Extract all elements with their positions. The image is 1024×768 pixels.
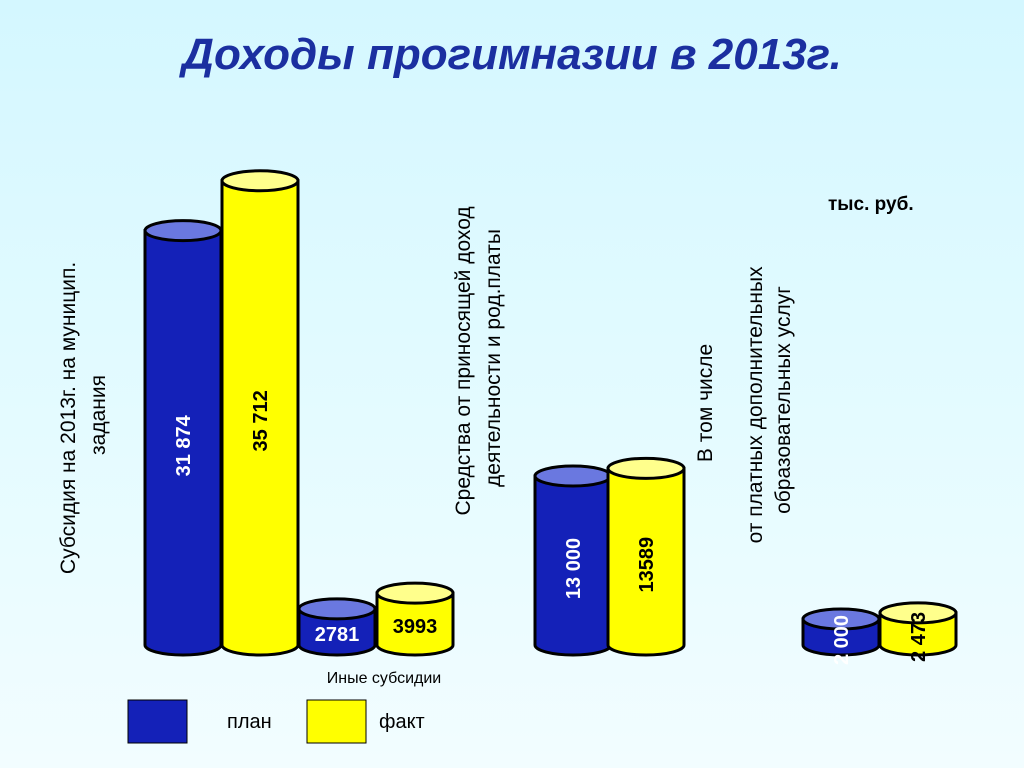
category-label-subsidy-line-1: Субсидия на 2013г. на муницип. — [57, 262, 80, 574]
bar-plan-1-value-label: 2781 — [315, 624, 360, 646]
chart-title: Доходы прогимназии в 2013г. — [182, 30, 842, 79]
unit-label: тыс. руб. — [828, 194, 914, 215]
bar-plan-3-value-label: 2 000 — [831, 615, 853, 665]
bar-fact-0-top — [220, 169, 300, 193]
bar-fact-1-body — [375, 591, 455, 657]
bar-fact-0-value-label: 35 712 — [250, 390, 272, 451]
bar-plan-2-value-label: 13 000 — [563, 538, 585, 599]
legend-label-plan: план — [227, 711, 272, 733]
bar-plan-0-body — [143, 229, 223, 657]
bar-fact-0-body — [220, 179, 300, 657]
category-label-income-line-2: деятельности и род.платы — [482, 229, 505, 487]
legend-label-fact: факт — [379, 711, 425, 733]
bar-fact-1-top — [375, 581, 455, 605]
bar-plan-1-body — [297, 607, 377, 657]
bar-fact-1: 3993 — [375, 581, 455, 657]
category-label-income: Средства от приносящей доход деятельност… — [452, 200, 505, 515]
category-label-subsidy-line-2: задания — [87, 375, 110, 455]
bars-layer: 31 874 35 712 2781 3993 13 000 13589 2 000 2 47… — [143, 169, 958, 665]
bar-plan-0-value-label: 31 874 — [173, 414, 195, 476]
category-label-paid-services-line-1: В том числе — [694, 344, 717, 462]
category-label-subsidy: Субсидия на 2013г. на муницип. задания — [57, 256, 110, 574]
bar-plan-2: 13 000 — [533, 464, 613, 657]
bar-plan-1-top — [297, 597, 377, 621]
bar-fact-2-body — [606, 466, 686, 657]
bar-plan-0-top — [143, 219, 223, 243]
bar-fact-3: 2 473 — [878, 601, 958, 662]
category-label-paid-services-line-3: образовательных услуг — [772, 286, 795, 514]
bar-fact-0: 35 712 — [220, 169, 300, 657]
category-label-income-line-1: Средства от приносящей доход — [452, 206, 475, 515]
category-label-paid-services: В том числе от платных дополнительных об… — [694, 261, 795, 544]
bar-fact-3-value-label: 2 473 — [908, 612, 930, 662]
bar-plan-0: 31 874 — [143, 219, 223, 657]
category-label-other-subsidies: Иные субсидии — [327, 670, 442, 687]
bar-plan-3: 2 000 — [801, 607, 881, 665]
bar-fact-3-top — [878, 601, 958, 625]
bar-plan-1: 2781 — [297, 597, 377, 657]
legend: план факт — [127, 699, 425, 744]
bar-fact-3-body — [878, 611, 958, 657]
bar-fact-2: 13589 — [606, 456, 686, 657]
bar-fact-1-value-label: 3993 — [393, 616, 438, 638]
bar-fact-2-value-label: 13589 — [636, 537, 658, 593]
legend-swatch-fact — [306, 699, 367, 744]
legend-swatch-plan — [127, 699, 188, 744]
bar-fact-2-top — [606, 456, 686, 480]
bar-plan-2-top — [533, 464, 613, 488]
category-label-paid-services-line-2: от платных дополнительных — [744, 266, 767, 544]
